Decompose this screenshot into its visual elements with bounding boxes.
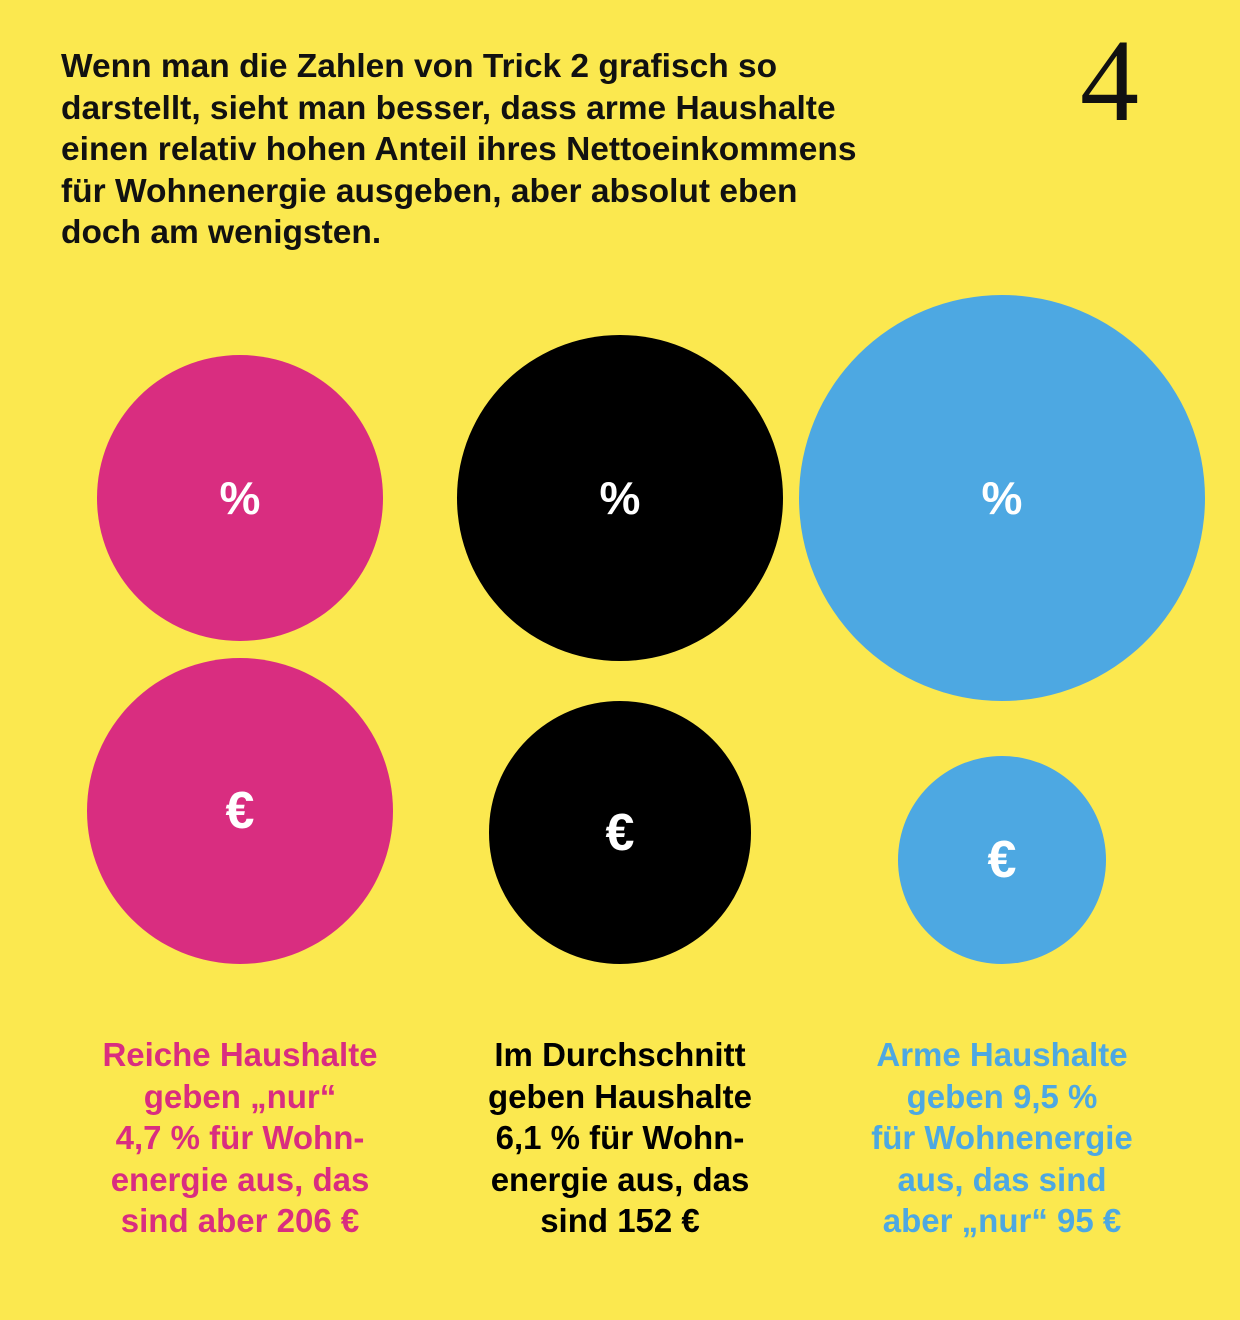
- percent-symbol: %: [981, 472, 1023, 524]
- euro-bubble-reich: €: [87, 658, 393, 964]
- caption-durchschnitt: Im Durchschnitt geben Haushalte 6,1 % fü…: [487, 1036, 753, 1239]
- euro-symbol: €: [225, 782, 255, 840]
- euro-bubble-durchschnitt: €: [488, 701, 752, 964]
- euro-symbol: €: [987, 831, 1017, 890]
- caption-reich: Reiche Haushalte geben „nur“ 4,7 % für W…: [102, 1036, 378, 1239]
- intro-text: Wenn man die Zahlen von Trick 2 grafisch…: [61, 48, 857, 251]
- euro-symbol: €: [605, 803, 635, 862]
- percent-bubble-reich: %: [97, 355, 383, 641]
- percent-bubble-durchschnitt: %: [457, 335, 783, 661]
- page-number: 4: [1080, 15, 1139, 146]
- percent-bubble-arm: %: [799, 295, 1205, 701]
- percent-symbol: %: [599, 471, 641, 524]
- caption-arm: Arme Haushalte geben 9,5 % für Wohnenerg…: [871, 1036, 1133, 1239]
- percent-symbol: %: [219, 471, 261, 524]
- euro-bubble-arm: €: [898, 756, 1106, 964]
